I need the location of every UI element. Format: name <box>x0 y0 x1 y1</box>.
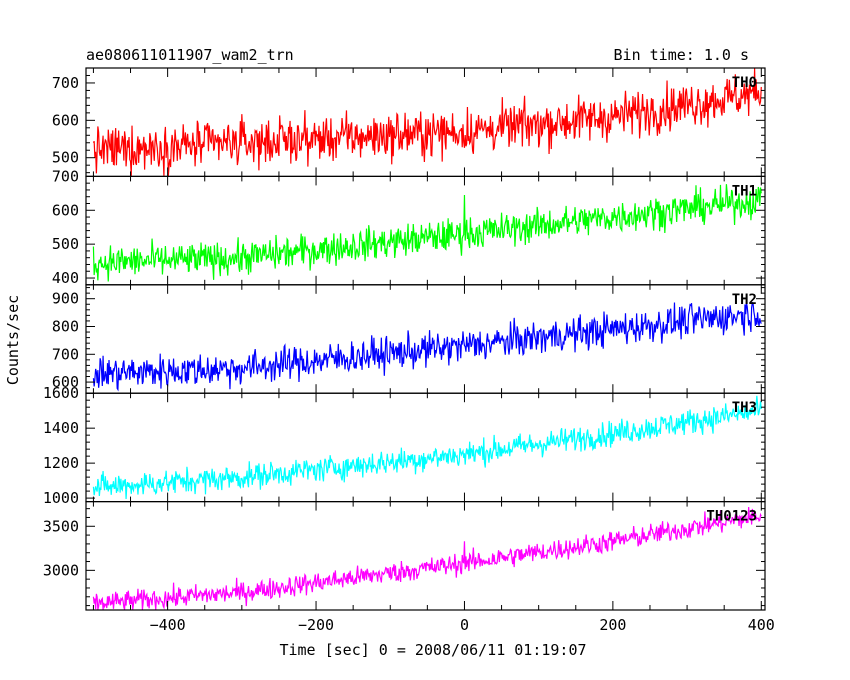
series-label-th2: TH2 <box>732 292 757 308</box>
y-tick-label: 500 <box>52 149 79 167</box>
series-label-th3: TH3 <box>732 400 757 416</box>
x-axis-title: Time [sec] 0 = 2008/06/11 01:19:07 <box>279 641 586 659</box>
panel-th0: 500 600 700 TH0 <box>52 67 766 178</box>
panel-th0123: 3000 3500 TH0123 <box>43 501 766 611</box>
bin-time-label: Bin time: 1.0 s <box>614 46 749 64</box>
x-tick-label: 0 <box>460 616 469 634</box>
series-label-th0: TH0 <box>732 75 757 91</box>
y-tick-label: 1200 <box>43 454 79 472</box>
y-tick-label: 600 <box>52 201 79 219</box>
panel-th3: 1000 1200 1400 1600 TH3 <box>43 384 766 507</box>
panel-frame <box>85 501 766 611</box>
y-axis-title: Counts/sec <box>4 295 22 385</box>
y-tick-label: 600 <box>52 373 79 391</box>
y-tick-label: 700 <box>52 167 79 185</box>
series-line-th0123 <box>92 506 762 610</box>
panel-th2: 600 700 800 900 TH2 <box>52 284 766 394</box>
series-label-th1: TH1 <box>732 183 757 199</box>
y-tick-label: 700 <box>52 345 79 363</box>
y-tick-label: 3500 <box>43 517 79 535</box>
y-tick-label: 1400 <box>43 419 79 437</box>
y-tick-label: 700 <box>52 74 79 92</box>
y-tick-label: 900 <box>52 290 79 308</box>
x-tick-label: −400 <box>150 616 186 634</box>
x-tick-label: 200 <box>599 616 626 634</box>
panels-group: 500 600 700 TH0 400 500 600 700 TH1 600 700 800 900 T… <box>43 67 766 611</box>
series-line-th3 <box>92 395 762 500</box>
x-tick-label: −200 <box>298 616 334 634</box>
panel-th1: 400 500 600 700 TH1 <box>52 167 766 287</box>
series-line-th1 <box>92 184 762 282</box>
y-tick-label: 1600 <box>43 384 79 402</box>
chart-title: ae080611011907_wam2_trn <box>86 46 294 64</box>
series-line-th0 <box>92 68 762 176</box>
series-label-th0123: TH0123 <box>706 509 757 525</box>
y-tick-label: 600 <box>52 111 79 129</box>
y-tick-label: 400 <box>52 269 79 287</box>
x-tick-label: 400 <box>748 616 775 634</box>
y-tick-label: 500 <box>52 235 79 253</box>
series-line-th2 <box>92 301 762 392</box>
y-tick-label: 3000 <box>43 561 79 579</box>
y-tick-label: 800 <box>52 317 79 335</box>
y-tick-label: 1000 <box>43 489 79 507</box>
x-axis: −400 −200 0 200 400 <box>150 616 775 634</box>
